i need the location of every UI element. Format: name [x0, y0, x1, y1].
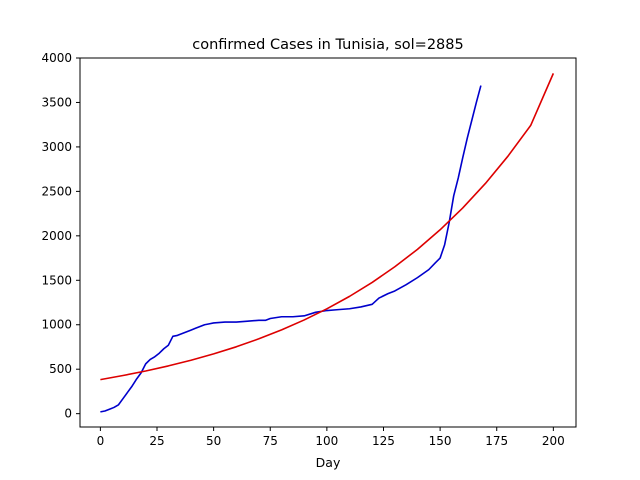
y-tick-label: 1500	[41, 273, 72, 287]
y-tick-label: 4000	[41, 51, 72, 65]
y-tick-label: 0	[64, 407, 72, 421]
y-tick-label: 1000	[41, 318, 72, 332]
x-tick-label: 200	[542, 434, 565, 448]
y-tick-label: 2500	[41, 184, 72, 198]
y-ticks: 0 500 1000 1500 2000 2500 3000 3500 4000	[41, 51, 80, 421]
plot-frame	[79, 57, 577, 428]
x-ticks: 0 25 50 75 100 125 150 175 200	[97, 427, 565, 448]
chart-title: confirmed Cases in Tunisia, sol=2885	[192, 37, 463, 53]
series-line-1	[100, 85, 482, 413]
x-tick-label: 25	[149, 434, 164, 448]
x-tick-label: 100	[315, 434, 338, 448]
x-tick-label: 125	[372, 434, 395, 448]
series-layer	[100, 73, 555, 413]
y-tick-label: 3000	[41, 140, 72, 154]
x-tick-label: 150	[429, 434, 452, 448]
x-tick-label: 0	[97, 434, 105, 448]
x-tick-label: 175	[485, 434, 508, 448]
y-tick-label: 500	[49, 362, 72, 376]
x-axis-label: Day	[316, 455, 341, 470]
x-tick-label: 75	[263, 434, 278, 448]
x-tick-label: 50	[206, 434, 221, 448]
y-tick-label: 2000	[41, 229, 72, 243]
y-tick-label: 3500	[41, 95, 72, 109]
series-line-2	[100, 73, 555, 381]
